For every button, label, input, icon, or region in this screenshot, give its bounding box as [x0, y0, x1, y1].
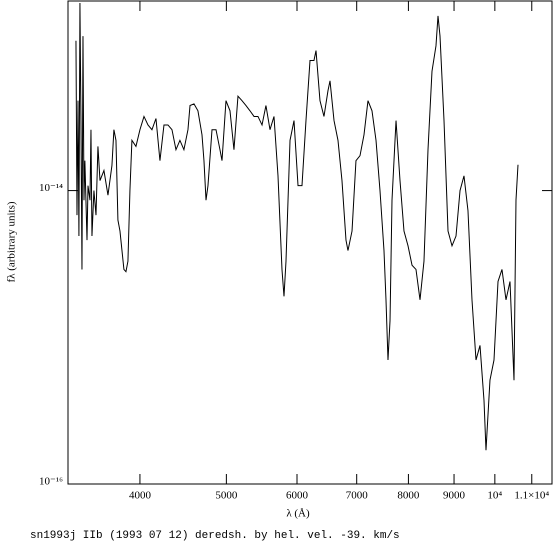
- x-axis-label: λ (Å): [286, 508, 310, 520]
- x-tick-label: 5000: [215, 490, 238, 502]
- y-tick-label: 10⁻¹⁶: [39, 476, 63, 488]
- x-tick-label: 10⁴: [487, 490, 502, 502]
- x-tick-label: 4000: [129, 490, 152, 502]
- x-tick-label: 7000: [346, 490, 369, 502]
- plot-frame: [67, 0, 553, 485]
- x-tick-label: 6000: [286, 490, 309, 502]
- y-tick-label: 10⁻¹⁴: [39, 182, 63, 194]
- x-tick-label: 8000: [397, 490, 420, 502]
- x-tick-label: 9000: [443, 490, 466, 502]
- x-tick-label: 1.1×10⁴: [514, 490, 549, 502]
- y-axis-label: fλ (arbitrary units): [6, 201, 18, 282]
- caption: sn1993j IIb (1993 07 12) deredsh. by hel…: [30, 530, 400, 542]
- spectrum-line: [75, 2, 519, 451]
